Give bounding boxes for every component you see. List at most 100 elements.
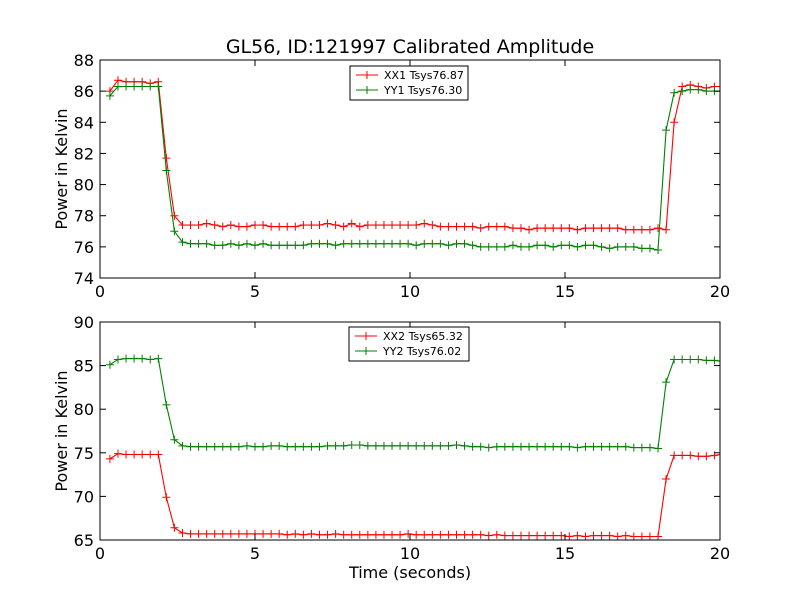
data-point bbox=[404, 221, 413, 230]
data-point bbox=[251, 442, 259, 451]
data-point bbox=[299, 221, 308, 230]
data-point bbox=[613, 532, 622, 540]
data-point bbox=[404, 529, 413, 538]
data-point bbox=[613, 224, 622, 233]
x-tick-label: 20 bbox=[710, 282, 730, 301]
data-point bbox=[533, 241, 542, 250]
data-point bbox=[339, 239, 348, 248]
data-point bbox=[589, 442, 598, 451]
data-point bbox=[492, 222, 501, 231]
data-point bbox=[662, 378, 671, 387]
legend-label: YY1 Tsys76.30 bbox=[383, 84, 462, 97]
data-point bbox=[516, 531, 525, 540]
data-point bbox=[299, 442, 308, 451]
data-point bbox=[307, 442, 316, 451]
data-point bbox=[331, 221, 340, 230]
data-point bbox=[275, 529, 284, 538]
data-point bbox=[363, 530, 372, 539]
data-point bbox=[323, 530, 332, 539]
data-point bbox=[170, 523, 179, 532]
data-point bbox=[573, 443, 582, 452]
data-point bbox=[388, 239, 397, 248]
data-point bbox=[573, 225, 582, 234]
data-point bbox=[460, 530, 469, 539]
data-point bbox=[259, 221, 268, 230]
data-point bbox=[105, 91, 114, 100]
data-point bbox=[436, 530, 445, 539]
data-point bbox=[194, 442, 203, 451]
data-point bbox=[412, 241, 421, 250]
data-point bbox=[283, 241, 292, 250]
data-point bbox=[226, 221, 235, 230]
data-point bbox=[323, 239, 332, 248]
data-point bbox=[315, 530, 324, 539]
data-point bbox=[541, 442, 550, 451]
data-point bbox=[194, 221, 203, 230]
legend-marker bbox=[363, 71, 371, 79]
data-point bbox=[234, 442, 243, 451]
data-point bbox=[347, 530, 356, 539]
data-point bbox=[541, 531, 550, 540]
data-point bbox=[702, 87, 711, 96]
data-point bbox=[210, 221, 219, 230]
data-point bbox=[396, 239, 405, 248]
legend-label: YY2 Tsys76.02 bbox=[382, 345, 461, 358]
data-point bbox=[202, 442, 211, 451]
x-tick-label: 10 bbox=[400, 282, 420, 301]
data-point bbox=[315, 239, 324, 248]
data-point bbox=[508, 442, 517, 451]
data-point bbox=[420, 441, 429, 450]
data-point bbox=[613, 242, 622, 251]
data-point bbox=[533, 442, 542, 451]
data-point bbox=[581, 241, 590, 250]
data-point bbox=[605, 244, 614, 253]
data-point bbox=[283, 530, 292, 539]
data-point bbox=[629, 532, 638, 540]
data-point bbox=[170, 227, 179, 236]
legend-box bbox=[349, 65, 469, 101]
data-point bbox=[194, 529, 203, 538]
data-point bbox=[291, 222, 300, 231]
data-point bbox=[210, 241, 219, 250]
data-point bbox=[686, 355, 695, 364]
x-tick-label: 15 bbox=[555, 282, 575, 301]
data-point bbox=[492, 442, 501, 451]
data-point bbox=[428, 441, 437, 450]
data-point bbox=[565, 224, 574, 233]
data-point bbox=[154, 450, 163, 459]
data-point bbox=[267, 441, 276, 450]
data-point bbox=[557, 241, 566, 250]
data-point bbox=[113, 82, 122, 91]
data-point bbox=[323, 219, 332, 228]
data-point bbox=[283, 222, 292, 231]
data-point bbox=[234, 529, 243, 538]
data-point bbox=[468, 241, 477, 250]
data-point bbox=[428, 239, 437, 248]
data-point bbox=[621, 242, 630, 251]
y-tick-label: 82 bbox=[74, 144, 94, 163]
data-point bbox=[146, 355, 155, 364]
data-point bbox=[275, 441, 284, 450]
data-point bbox=[484, 443, 493, 452]
data-point bbox=[122, 450, 131, 459]
data-point bbox=[420, 530, 429, 539]
data-point bbox=[275, 222, 284, 231]
data-point bbox=[331, 529, 340, 538]
legend: XX1 Tsys76.87 YY1 Tsys76.30 bbox=[349, 65, 469, 101]
data-point bbox=[202, 219, 211, 228]
data-point bbox=[242, 239, 251, 248]
data-point bbox=[267, 222, 276, 231]
data-point bbox=[460, 441, 469, 450]
y-tick-label: 80 bbox=[74, 176, 94, 195]
data-point bbox=[533, 531, 542, 540]
data-point bbox=[484, 222, 493, 231]
x-axis-label: Time (seconds) bbox=[348, 563, 471, 582]
data-point bbox=[516, 224, 525, 233]
data-point bbox=[379, 441, 388, 450]
y-tick-label: 75 bbox=[74, 444, 94, 463]
data-point bbox=[549, 224, 558, 233]
data-point bbox=[122, 354, 131, 363]
data-point bbox=[105, 454, 114, 463]
y-axis-label: Power in Kelvin bbox=[52, 370, 71, 491]
data-point bbox=[436, 222, 445, 231]
